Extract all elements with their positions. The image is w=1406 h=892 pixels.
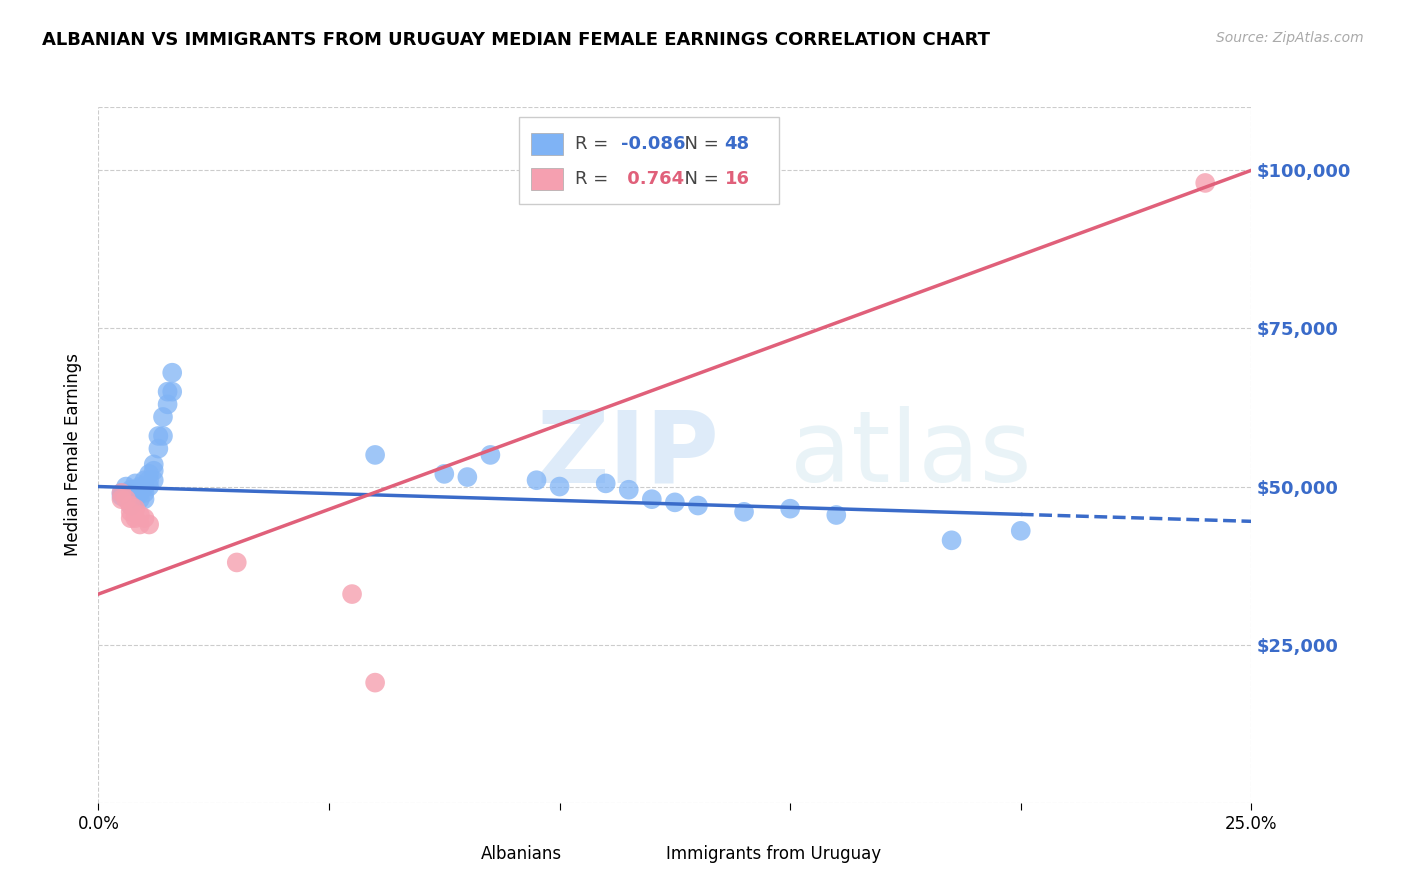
Point xyxy=(617,483,640,497)
Point xyxy=(134,492,156,507)
Point xyxy=(120,499,142,513)
Point xyxy=(138,479,160,493)
Text: atlas: atlas xyxy=(790,407,1032,503)
Point xyxy=(526,473,548,487)
Text: Source: ZipAtlas.com: Source: ZipAtlas.com xyxy=(1216,31,1364,45)
Point xyxy=(825,508,848,522)
Text: 0.764: 0.764 xyxy=(620,169,683,187)
Text: R =: R = xyxy=(575,135,613,153)
Point xyxy=(548,479,571,493)
Point xyxy=(142,458,165,472)
Point xyxy=(364,448,387,462)
Point xyxy=(124,489,146,503)
Point xyxy=(641,492,664,507)
Text: N =: N = xyxy=(672,169,724,187)
Point xyxy=(120,511,142,525)
Point xyxy=(110,492,132,507)
Text: -0.086: -0.086 xyxy=(620,135,685,153)
Point xyxy=(134,486,156,500)
Y-axis label: Median Female Earnings: Median Female Earnings xyxy=(65,353,83,557)
Point xyxy=(124,511,146,525)
Point xyxy=(120,505,142,519)
Text: Albanians: Albanians xyxy=(481,846,562,863)
Point xyxy=(1194,176,1216,190)
Point xyxy=(134,479,156,493)
Point xyxy=(129,517,152,532)
Point xyxy=(120,499,142,513)
Point xyxy=(138,473,160,487)
FancyBboxPatch shape xyxy=(519,118,779,204)
Point xyxy=(779,501,801,516)
FancyBboxPatch shape xyxy=(531,168,562,190)
Point xyxy=(110,486,132,500)
Point xyxy=(152,409,174,424)
Point xyxy=(138,517,160,532)
Point xyxy=(156,397,179,411)
Point xyxy=(142,464,165,478)
Point xyxy=(110,486,132,500)
FancyBboxPatch shape xyxy=(628,846,658,863)
Point xyxy=(129,492,152,507)
Point xyxy=(941,533,963,548)
Point xyxy=(456,470,478,484)
Point xyxy=(160,384,183,399)
Point xyxy=(124,501,146,516)
Text: ALBANIAN VS IMMIGRANTS FROM URUGUAY MEDIAN FEMALE EARNINGS CORRELATION CHART: ALBANIAN VS IMMIGRANTS FROM URUGUAY MEDI… xyxy=(42,31,990,49)
Point xyxy=(156,384,179,399)
Point xyxy=(120,483,142,497)
Point xyxy=(115,486,138,500)
Point xyxy=(160,366,183,380)
Point xyxy=(115,492,138,507)
Point xyxy=(115,479,138,493)
Point xyxy=(134,473,156,487)
Text: N =: N = xyxy=(672,135,724,153)
FancyBboxPatch shape xyxy=(531,133,562,155)
Point xyxy=(129,508,152,522)
Point xyxy=(433,467,456,481)
Text: 16: 16 xyxy=(724,169,749,187)
Point xyxy=(479,448,502,462)
Point xyxy=(129,479,152,493)
Point xyxy=(142,473,165,487)
Point xyxy=(225,556,247,570)
FancyBboxPatch shape xyxy=(444,846,472,863)
Point xyxy=(152,429,174,443)
Point xyxy=(138,467,160,481)
Point xyxy=(124,476,146,491)
Text: ZIP: ZIP xyxy=(537,407,720,503)
Point xyxy=(340,587,363,601)
Point xyxy=(733,505,755,519)
Point xyxy=(664,495,686,509)
Text: R =: R = xyxy=(575,169,613,187)
Point xyxy=(148,429,170,443)
Point xyxy=(124,483,146,497)
Point xyxy=(686,499,709,513)
Point xyxy=(134,511,156,525)
Point xyxy=(364,675,387,690)
Point xyxy=(148,442,170,456)
Point xyxy=(124,492,146,507)
Text: Immigrants from Uruguay: Immigrants from Uruguay xyxy=(665,846,880,863)
Point xyxy=(1010,524,1032,538)
Point xyxy=(110,489,132,503)
Point xyxy=(595,476,617,491)
Point xyxy=(129,486,152,500)
Text: 48: 48 xyxy=(724,135,749,153)
Point xyxy=(120,492,142,507)
